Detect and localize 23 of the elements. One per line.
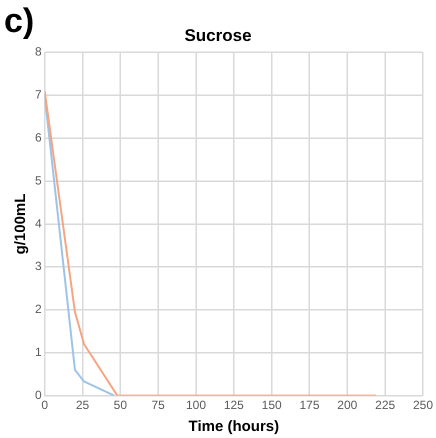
y-tick-label: 6 <box>34 130 42 145</box>
y-tick-label: 3 <box>34 259 42 274</box>
x-tick-label: 150 <box>262 398 282 412</box>
y-tick-label: 2 <box>34 302 42 316</box>
x-tick-label: 250 <box>412 398 434 412</box>
x-tick-label: 225 <box>375 398 396 412</box>
x-tick-label: 25 <box>76 398 90 412</box>
y-axis-title: g/100mL <box>12 194 30 254</box>
y-tick-label: 8 <box>34 44 42 59</box>
x-axis-title: Time (hours) <box>188 418 280 436</box>
x-tick-label: 100 <box>186 398 206 412</box>
y-tick-label: 5 <box>34 173 42 188</box>
text: c) <box>4 2 34 41</box>
chart-title: Sucrose <box>184 26 252 45</box>
y-tick-label: 4 <box>34 216 42 230</box>
x-tick-label: 175 <box>299 398 320 412</box>
x-tick-label: 125 <box>224 398 244 412</box>
y-tick-label: 0 <box>34 388 42 402</box>
y-tick-label: 1 <box>34 345 42 360</box>
x-tick-label: 50 <box>114 398 128 412</box>
x-tick-label: 200 <box>337 398 358 412</box>
x-tick-label: 75 <box>151 398 166 412</box>
y-tick-label: 7 <box>34 88 42 102</box>
